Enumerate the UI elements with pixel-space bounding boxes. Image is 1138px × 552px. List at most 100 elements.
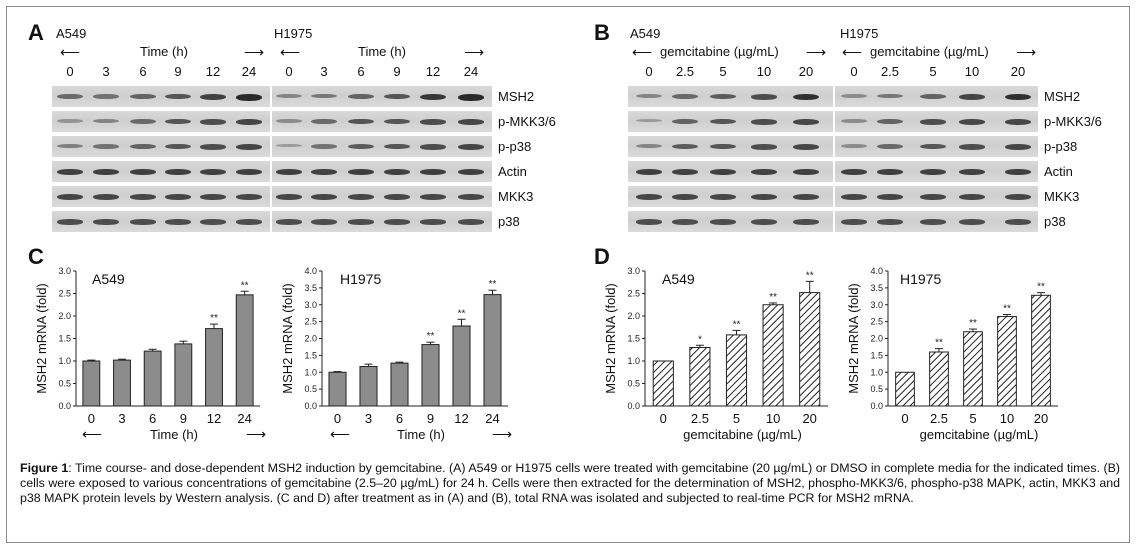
protein-band bbox=[276, 93, 302, 98]
western-blot-b bbox=[628, 86, 1038, 236]
protein-band bbox=[236, 93, 262, 101]
figure-caption: Figure 1: Time course- and dose-dependen… bbox=[20, 461, 1120, 507]
protein-band bbox=[200, 218, 226, 225]
y-tick-label: 1.0 bbox=[304, 367, 317, 377]
protein-band bbox=[384, 93, 410, 100]
x-tick-label: 6 bbox=[396, 411, 403, 426]
y-tick-label: 0.5 bbox=[58, 379, 71, 389]
significance-mark: ** bbox=[769, 292, 777, 303]
x-tick-label: 3 bbox=[118, 411, 125, 426]
y-tick-label: 3.0 bbox=[870, 300, 883, 310]
y-tick-label: 0.0 bbox=[870, 401, 883, 411]
x-tick-label: 10 bbox=[1000, 411, 1014, 426]
protein-band bbox=[920, 218, 946, 225]
bar bbox=[689, 347, 711, 407]
bar bbox=[895, 371, 915, 407]
blot-row-label: p38 bbox=[1044, 214, 1066, 229]
chart-title: A549 bbox=[92, 271, 125, 287]
protein-band bbox=[311, 218, 337, 225]
bar bbox=[963, 331, 983, 407]
y-tick-label: 1.5 bbox=[870, 350, 883, 360]
y-tick-label: 4.0 bbox=[304, 266, 317, 276]
protein-band bbox=[710, 118, 736, 125]
bar bbox=[725, 334, 748, 407]
caption-label: Figure 1 bbox=[20, 461, 69, 475]
protein-band bbox=[841, 143, 867, 148]
protein-band bbox=[920, 168, 946, 175]
significance-mark: ** bbox=[210, 313, 218, 324]
protein-band bbox=[920, 143, 946, 150]
bar bbox=[113, 359, 131, 407]
x-tick-label: 24 bbox=[237, 411, 251, 426]
significance-mark: ** bbox=[489, 279, 497, 290]
protein-band bbox=[793, 143, 819, 150]
x-tick-label: 6 bbox=[149, 411, 156, 426]
significance-mark: ** bbox=[427, 331, 435, 342]
protein-band bbox=[384, 193, 410, 200]
y-axis-title: MSH2 mRNA (fold) bbox=[846, 283, 861, 394]
lane-label: 6 bbox=[139, 64, 147, 79]
arrow-left-icon: ⟵ bbox=[82, 426, 102, 442]
panel-label-b: B bbox=[594, 20, 610, 45]
y-tick-label: 2.0 bbox=[870, 334, 883, 344]
y-axis-title: MSH2 mRNA (fold) bbox=[34, 283, 49, 394]
lane-label: 3 bbox=[102, 64, 110, 79]
protein-band bbox=[1005, 218, 1031, 225]
protein-band bbox=[57, 143, 83, 149]
protein-band bbox=[236, 193, 262, 200]
protein-band bbox=[130, 118, 156, 124]
lane-label: 2.5 bbox=[675, 64, 695, 79]
protein-band bbox=[130, 193, 156, 200]
y-tick-label: 3.0 bbox=[58, 266, 71, 276]
protein-band bbox=[200, 93, 226, 100]
lane-label: 12 bbox=[205, 64, 221, 79]
x-tick-label: 9 bbox=[180, 411, 187, 426]
protein-band bbox=[276, 168, 302, 175]
y-tick-label: 2.0 bbox=[627, 311, 640, 321]
arrow-left-icon: ⟵ bbox=[60, 44, 81, 60]
protein-band bbox=[841, 118, 867, 123]
protein-band bbox=[841, 193, 867, 200]
protein-band bbox=[1005, 143, 1031, 150]
lane-label: 10 bbox=[756, 64, 772, 79]
protein-band bbox=[636, 168, 662, 175]
protein-band bbox=[458, 168, 484, 175]
blot-row bbox=[52, 186, 492, 207]
y-tick-label: 1.0 bbox=[627, 356, 640, 366]
blot-row-label: MSH2 bbox=[498, 89, 535, 104]
blot-row-label: p-p38 bbox=[1044, 139, 1078, 154]
lane-label: 0 bbox=[285, 64, 293, 79]
protein-band bbox=[1005, 168, 1031, 175]
protein-band bbox=[348, 143, 374, 150]
protein-band bbox=[420, 143, 446, 150]
arrow-right-icon: ⟶ bbox=[244, 44, 265, 60]
y-tick-label: 1.5 bbox=[304, 350, 317, 360]
protein-band bbox=[458, 218, 484, 225]
caption-text: : Time course- and dose-dependent MSH2 i… bbox=[20, 461, 1120, 506]
arrow-left-icon: ⟵ bbox=[330, 426, 350, 442]
arrow-right-icon: ⟶ bbox=[1016, 44, 1037, 60]
blot-row bbox=[52, 161, 492, 182]
blot-row-label: MSH2 bbox=[1044, 89, 1081, 104]
protein-band bbox=[384, 143, 410, 150]
arrow-left-icon: ⟵ bbox=[842, 44, 863, 60]
protein-band bbox=[959, 168, 985, 175]
protein-band bbox=[165, 93, 191, 100]
lane-label: 9 bbox=[393, 64, 401, 79]
protein-band bbox=[311, 168, 337, 175]
protein-band bbox=[841, 218, 867, 225]
protein-band bbox=[877, 193, 903, 200]
protein-band bbox=[93, 218, 119, 225]
y-tick-label: 3.0 bbox=[304, 300, 317, 310]
protein-band bbox=[672, 168, 698, 175]
protein-band bbox=[236, 118, 262, 125]
protein-band bbox=[793, 193, 819, 200]
protein-band bbox=[751, 193, 777, 200]
protein-band bbox=[200, 118, 226, 125]
protein-band bbox=[57, 193, 83, 200]
protein-band bbox=[793, 168, 819, 175]
bar bbox=[421, 344, 440, 407]
protein-band bbox=[420, 168, 446, 175]
y-tick-label: 0.5 bbox=[627, 379, 640, 389]
protein-band bbox=[672, 218, 698, 225]
